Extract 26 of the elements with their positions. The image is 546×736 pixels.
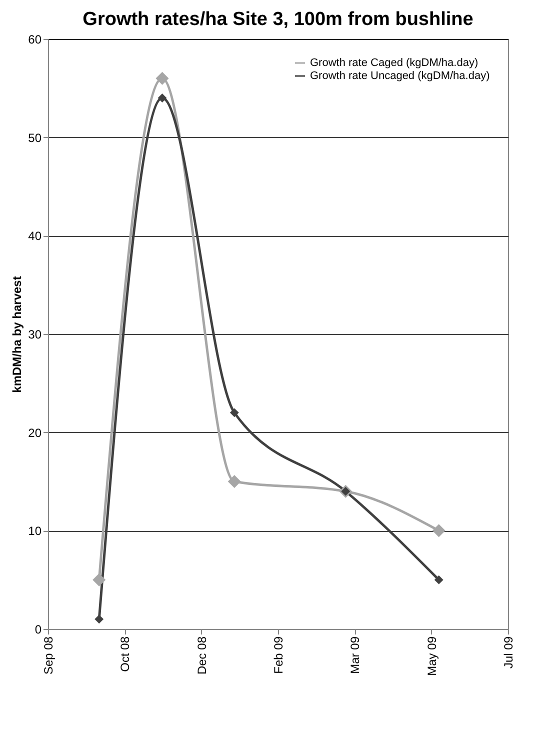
point (434, 575, 444, 584)
x-tick-label: Sep 08 (42, 636, 56, 675)
x-tick-label: Dec 08 (194, 636, 209, 675)
point (156, 72, 169, 85)
chart-title: Growth rates/ha Site 3, 100m from bushline (82, 9, 474, 30)
y-axis-title: kmDM/ha by harvest (10, 276, 24, 393)
point (228, 474, 241, 488)
x-tick-label: May 09 (424, 636, 439, 676)
y-tick-label: 30 (28, 328, 42, 342)
y-tick-label: 10 (28, 524, 42, 538)
legend-label: Growth rate Caged (kgDM/ha.day) (310, 57, 478, 69)
x-tick-label: Oct 08 (118, 636, 132, 672)
x-tick-label: Feb 09 (272, 636, 286, 674)
point (432, 524, 446, 538)
point (92, 573, 106, 586)
point (94, 614, 104, 624)
point (230, 408, 239, 418)
y-tick-label: 40 (28, 229, 42, 244)
x-tick-label: Mar 09 (348, 636, 362, 674)
y-tick-label: 20 (28, 426, 42, 440)
legend-label: Growth rate Uncaged (kgDM/ha.day) (310, 70, 490, 82)
point (158, 94, 167, 102)
x-tick-label: Jul 09 (502, 636, 516, 669)
y-tick-label: 0 (34, 622, 42, 636)
y-tick-label: 60 (28, 32, 42, 46)
y-tick-label: 50 (28, 130, 42, 145)
